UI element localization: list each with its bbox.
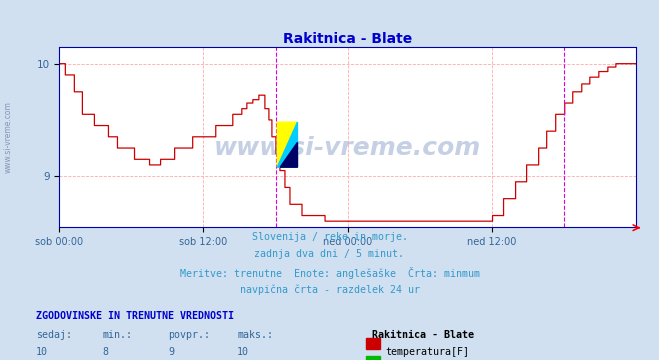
Polygon shape [277, 122, 297, 167]
Text: min.:: min.: [102, 330, 132, 340]
Polygon shape [277, 122, 297, 167]
Text: 10: 10 [237, 347, 249, 357]
Text: Slovenija / reke in morje.: Slovenija / reke in morje. [252, 232, 407, 242]
Text: Meritve: trenutne  Enote: anglešaške  Črta: minmum: Meritve: trenutne Enote: anglešaške Črta… [179, 267, 480, 279]
Text: sedaj:: sedaj: [36, 330, 72, 340]
Text: temperatura[F]: temperatura[F] [386, 347, 469, 357]
Text: maks.:: maks.: [237, 330, 273, 340]
Text: ZGODOVINSKE IN TRENUTNE VREDNOSTI: ZGODOVINSKE IN TRENUTNE VREDNOSTI [36, 311, 234, 321]
Text: Rakitnica - Blate: Rakitnica - Blate [372, 330, 474, 340]
Text: 10: 10 [36, 347, 48, 357]
Polygon shape [280, 143, 297, 167]
Text: 8: 8 [102, 347, 108, 357]
Text: www.si-vreme.com: www.si-vreme.com [3, 101, 13, 173]
Text: povpr.:: povpr.: [168, 330, 210, 340]
Text: www.si-vreme.com: www.si-vreme.com [214, 136, 481, 159]
Text: zadnja dva dni / 5 minut.: zadnja dva dni / 5 minut. [254, 249, 405, 260]
Title: Rakitnica - Blate: Rakitnica - Blate [283, 32, 413, 46]
Text: navpična črta - razdelek 24 ur: navpična črta - razdelek 24 ur [239, 284, 420, 294]
Text: 9: 9 [168, 347, 174, 357]
